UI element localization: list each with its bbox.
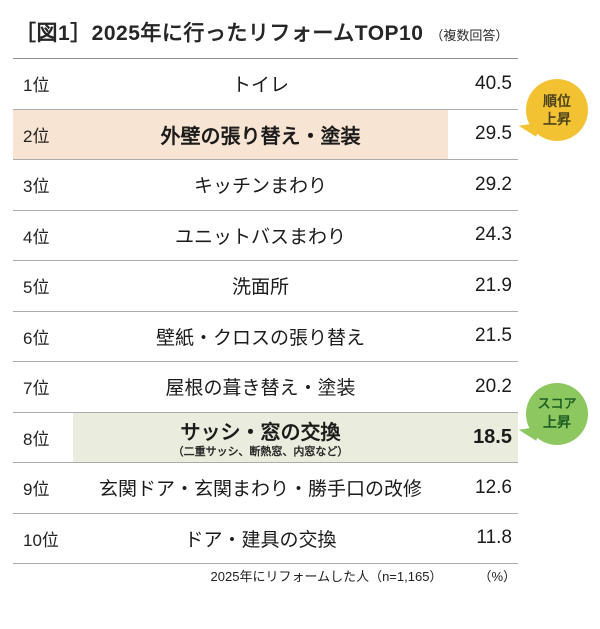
page-title: ［図1］2025年に行ったリフォームTOP10 (15, 22, 424, 45)
sample-size-note: 2025年にリフォームした人（n=1,165） (210, 569, 443, 584)
item-label: ユニットバスまわり (174, 226, 346, 248)
table-row-5: 5位 洗面所 21.9 (13, 261, 518, 312)
item-label: 壁紙・クロスの張り替え (155, 327, 365, 349)
rank-up-badge: 順位 上昇 (517, 79, 588, 141)
item-label: キッチンまわり (193, 176, 327, 198)
badge-text-line: 上昇 (543, 414, 571, 431)
table-row-2-highlighted: 2位 外壁の張り替え・塗装 29.5 (13, 109, 518, 160)
value-label: 21.9 (475, 274, 512, 296)
value-label: 21.5 (475, 325, 512, 347)
table-row-3: 3位 キッチンまわり 29.2 (13, 160, 518, 211)
rank-label: 4位 (23, 227, 50, 247)
rank-label: 3位 (23, 177, 50, 197)
speech-bubble-tail (517, 116, 541, 137)
item-label: サッシ・窓の交換 （二重サッシ、断熱窓、内窓など） (73, 412, 448, 462)
item-sub-note: （二重サッシ、断熱窓、内窓など） (172, 446, 349, 459)
table-row-8-highlighted: 8位 サッシ・窓の交換 （二重サッシ、断熱窓、内窓など） 18.5 (13, 412, 518, 463)
item-label: ドア・建具の交換 (184, 529, 337, 551)
value-label: 11.8 (476, 527, 512, 549)
value-label: 24.3 (475, 224, 512, 246)
value-label: 12.6 (475, 476, 512, 498)
rank-label: 5位 (23, 278, 50, 298)
figure-header: ［図1］2025年に行ったリフォームTOP10 （複数回答） (0, 0, 600, 57)
item-label: 洗面所 (231, 277, 289, 299)
rank-label: 8位 (23, 429, 50, 449)
badge-text-line: 上昇 (543, 111, 571, 127)
table-row-4: 4位 ユニットバスまわり 24.3 (13, 211, 518, 261)
score-up-badge: スコア 上昇 (517, 383, 588, 445)
title-note-multiple-answers: （複数回答） (430, 28, 509, 43)
badge-text-line: スコア (537, 396, 577, 412)
value-label: 40.5 (475, 72, 512, 94)
table-row-6: 6位 壁紙・クロスの張り替え 21.5 (13, 312, 518, 362)
rank-label: 9位 (23, 480, 50, 500)
badge-text-line: 順位 (543, 92, 571, 109)
rank-label: 2位 (13, 109, 73, 159)
speech-bubble-tail (517, 420, 541, 441)
footer-note-row: 2025年にリフォームした人（n=1,165） （%） (13, 566, 518, 585)
rank-label: 1位 (23, 76, 50, 96)
item-label: トイレ (231, 75, 289, 97)
rank-label: 6位 (23, 328, 50, 348)
item-label: 玄関ドア・玄関まわり・勝手口の改修 (98, 479, 422, 501)
unit-label: （%） (478, 569, 516, 584)
rank-label: 10位 (23, 530, 59, 550)
value-label: 20.2 (475, 375, 512, 397)
table-row-10: 10位 ドア・建具の交換 11.8 (13, 514, 518, 564)
table-row-7: 7位 屋根の葺き替え・塗装 20.2 (13, 362, 518, 413)
table-row-9: 9位 玄関ドア・玄関まわり・勝手口の改修 12.6 (13, 463, 518, 514)
item-label: 外壁の張り替え・塗装 (73, 109, 448, 159)
table-row-1: 1位 トイレ 40.5 (13, 59, 518, 110)
ranking-table: 1位 トイレ 40.5 2位 外壁の張り替え・塗装 29.5 3位 キッチンまわ… (13, 58, 518, 564)
value-label: 18.5 (448, 412, 518, 462)
item-main-text: サッシ・窓の交換 (180, 422, 341, 445)
rank-label: 7位 (23, 379, 50, 399)
value-label: 29.2 (475, 173, 512, 195)
value-label: 29.5 (475, 123, 512, 145)
item-label: 屋根の葺き替え・塗装 (165, 378, 356, 400)
